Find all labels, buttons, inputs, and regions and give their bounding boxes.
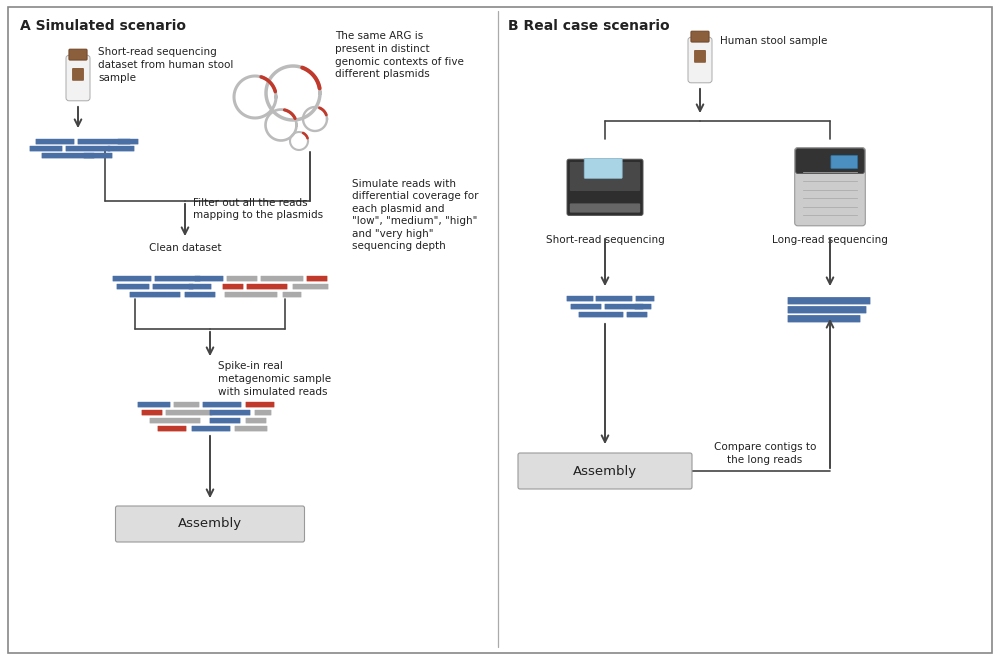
FancyBboxPatch shape <box>153 284 193 289</box>
FancyBboxPatch shape <box>118 139 138 144</box>
FancyBboxPatch shape <box>584 158 622 179</box>
FancyBboxPatch shape <box>570 162 640 191</box>
FancyBboxPatch shape <box>293 284 328 289</box>
FancyBboxPatch shape <box>246 418 266 423</box>
FancyBboxPatch shape <box>570 204 640 213</box>
Text: Long-read sequencing: Long-read sequencing <box>772 235 888 245</box>
Text: Clean dataset: Clean dataset <box>149 243 221 253</box>
FancyBboxPatch shape <box>691 31 709 42</box>
FancyBboxPatch shape <box>189 284 211 289</box>
FancyBboxPatch shape <box>185 292 215 297</box>
FancyBboxPatch shape <box>788 297 870 304</box>
Text: The same ARG is
present in distinct
genomic contexts of five
different plasmids: The same ARG is present in distinct geno… <box>335 31 464 79</box>
FancyBboxPatch shape <box>795 148 865 226</box>
FancyBboxPatch shape <box>166 410 212 415</box>
FancyBboxPatch shape <box>788 315 860 322</box>
Text: Spike-in real
metagenomic sample
with simulated reads: Spike-in real metagenomic sample with si… <box>218 361 331 397</box>
FancyBboxPatch shape <box>255 410 271 415</box>
Text: B Real case scenario: B Real case scenario <box>508 19 670 33</box>
FancyBboxPatch shape <box>116 506 304 542</box>
FancyBboxPatch shape <box>688 37 712 83</box>
FancyBboxPatch shape <box>113 276 151 281</box>
FancyBboxPatch shape <box>635 304 651 309</box>
FancyBboxPatch shape <box>627 312 647 318</box>
Text: Short-read sequencing: Short-read sequencing <box>546 235 664 245</box>
Text: Simulate reads with
differential coverage for
each plasmid and
"low", "medium", : Simulate reads with differential coverag… <box>352 179 479 251</box>
FancyBboxPatch shape <box>567 296 593 301</box>
FancyBboxPatch shape <box>69 49 87 60</box>
FancyBboxPatch shape <box>210 418 240 423</box>
FancyBboxPatch shape <box>307 276 327 281</box>
FancyBboxPatch shape <box>246 402 274 407</box>
FancyBboxPatch shape <box>227 276 257 281</box>
FancyBboxPatch shape <box>235 426 267 432</box>
FancyBboxPatch shape <box>518 453 692 489</box>
FancyBboxPatch shape <box>223 284 243 289</box>
FancyBboxPatch shape <box>694 50 706 63</box>
FancyBboxPatch shape <box>78 139 130 144</box>
Text: Human stool sample: Human stool sample <box>720 36 827 46</box>
FancyBboxPatch shape <box>579 312 623 318</box>
Text: Assembly: Assembly <box>178 517 242 530</box>
FancyBboxPatch shape <box>831 156 858 169</box>
FancyBboxPatch shape <box>261 276 303 281</box>
Text: A Simulated scenario: A Simulated scenario <box>20 19 186 33</box>
FancyBboxPatch shape <box>72 68 84 81</box>
FancyBboxPatch shape <box>66 55 90 101</box>
FancyBboxPatch shape <box>596 296 632 301</box>
FancyBboxPatch shape <box>36 139 74 144</box>
FancyBboxPatch shape <box>567 159 643 215</box>
FancyBboxPatch shape <box>174 402 199 407</box>
FancyBboxPatch shape <box>247 284 287 289</box>
FancyBboxPatch shape <box>192 426 230 432</box>
FancyBboxPatch shape <box>42 153 94 158</box>
FancyBboxPatch shape <box>138 402 170 407</box>
FancyBboxPatch shape <box>195 276 223 281</box>
FancyBboxPatch shape <box>158 426 186 432</box>
Text: Filter out all the reads
mapping to the plasmids: Filter out all the reads mapping to the … <box>193 198 323 220</box>
FancyBboxPatch shape <box>117 284 149 289</box>
Text: Assembly: Assembly <box>573 465 637 478</box>
FancyBboxPatch shape <box>130 292 180 297</box>
FancyBboxPatch shape <box>571 304 601 309</box>
Text: Compare contigs to
the long reads: Compare contigs to the long reads <box>714 442 816 465</box>
Text: Short-read sequencing
dataset from human stool
sample: Short-read sequencing dataset from human… <box>98 47 233 82</box>
FancyBboxPatch shape <box>788 306 866 314</box>
FancyBboxPatch shape <box>30 146 62 152</box>
FancyBboxPatch shape <box>108 146 134 152</box>
FancyBboxPatch shape <box>203 402 241 407</box>
FancyBboxPatch shape <box>796 148 864 173</box>
FancyBboxPatch shape <box>66 146 110 152</box>
FancyBboxPatch shape <box>150 418 200 423</box>
FancyBboxPatch shape <box>84 153 112 158</box>
FancyBboxPatch shape <box>155 276 200 281</box>
FancyBboxPatch shape <box>636 296 654 301</box>
FancyBboxPatch shape <box>605 304 643 309</box>
FancyBboxPatch shape <box>283 292 301 297</box>
FancyBboxPatch shape <box>210 410 250 415</box>
FancyBboxPatch shape <box>142 410 162 415</box>
FancyBboxPatch shape <box>225 292 277 297</box>
